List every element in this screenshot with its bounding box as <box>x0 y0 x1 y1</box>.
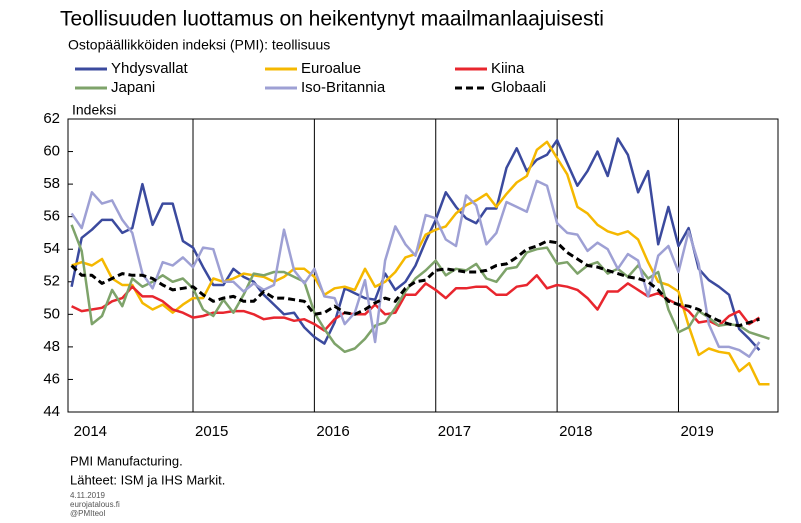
y-tick-label: 52 <box>43 273 60 290</box>
note: PMI Manufacturing. <box>70 453 183 468</box>
x-tick-label: 2017 <box>438 423 471 440</box>
chart-title: Teollisuuden luottamus on heikentynyt ma… <box>60 8 604 31</box>
y-axis-label: Indeksi <box>72 102 116 118</box>
chart-subtitle: Ostopäällikköiden indeksi (PMI): teollis… <box>68 37 330 53</box>
legend-label: Yhdysvallat <box>111 60 189 77</box>
y-tick-label: 44 <box>43 403 60 420</box>
note: Lähteet: ISM ja IHS Markit. <box>70 472 225 487</box>
x-tick-label: 2016 <box>316 423 349 440</box>
y-tick-label: 48 <box>43 338 60 355</box>
x-tick-label: 2018 <box>559 423 592 440</box>
legend-label: Euroalue <box>301 60 361 77</box>
y-tick-label: 50 <box>43 305 60 322</box>
plot-frame <box>67 118 779 413</box>
x-tick-label: 2015 <box>195 423 228 440</box>
series-line <box>70 239 760 328</box>
series-line <box>70 179 761 358</box>
y-tick-label: 54 <box>43 240 60 257</box>
legend-label: Globaali <box>491 79 546 96</box>
legend-label: Iso-Britannia <box>301 79 386 96</box>
series-line <box>70 137 761 351</box>
credit: eurojatalous.fi <box>70 500 120 509</box>
legend-label: Japani <box>111 79 155 96</box>
series-line <box>71 274 761 332</box>
x-tick-label: 2014 <box>74 423 107 440</box>
credit: @PMIteol <box>70 509 105 518</box>
y-tick-label: 60 <box>43 143 60 160</box>
y-tick-label: 56 <box>43 208 60 225</box>
y-tick-label: 58 <box>43 175 60 192</box>
y-tick-label: 62 <box>43 110 60 127</box>
y-tick-label: 46 <box>43 370 60 387</box>
credit: 4.11.2019 <box>70 491 106 500</box>
x-tick-label: 2019 <box>680 423 713 440</box>
legend-label: Kiina <box>491 60 525 77</box>
